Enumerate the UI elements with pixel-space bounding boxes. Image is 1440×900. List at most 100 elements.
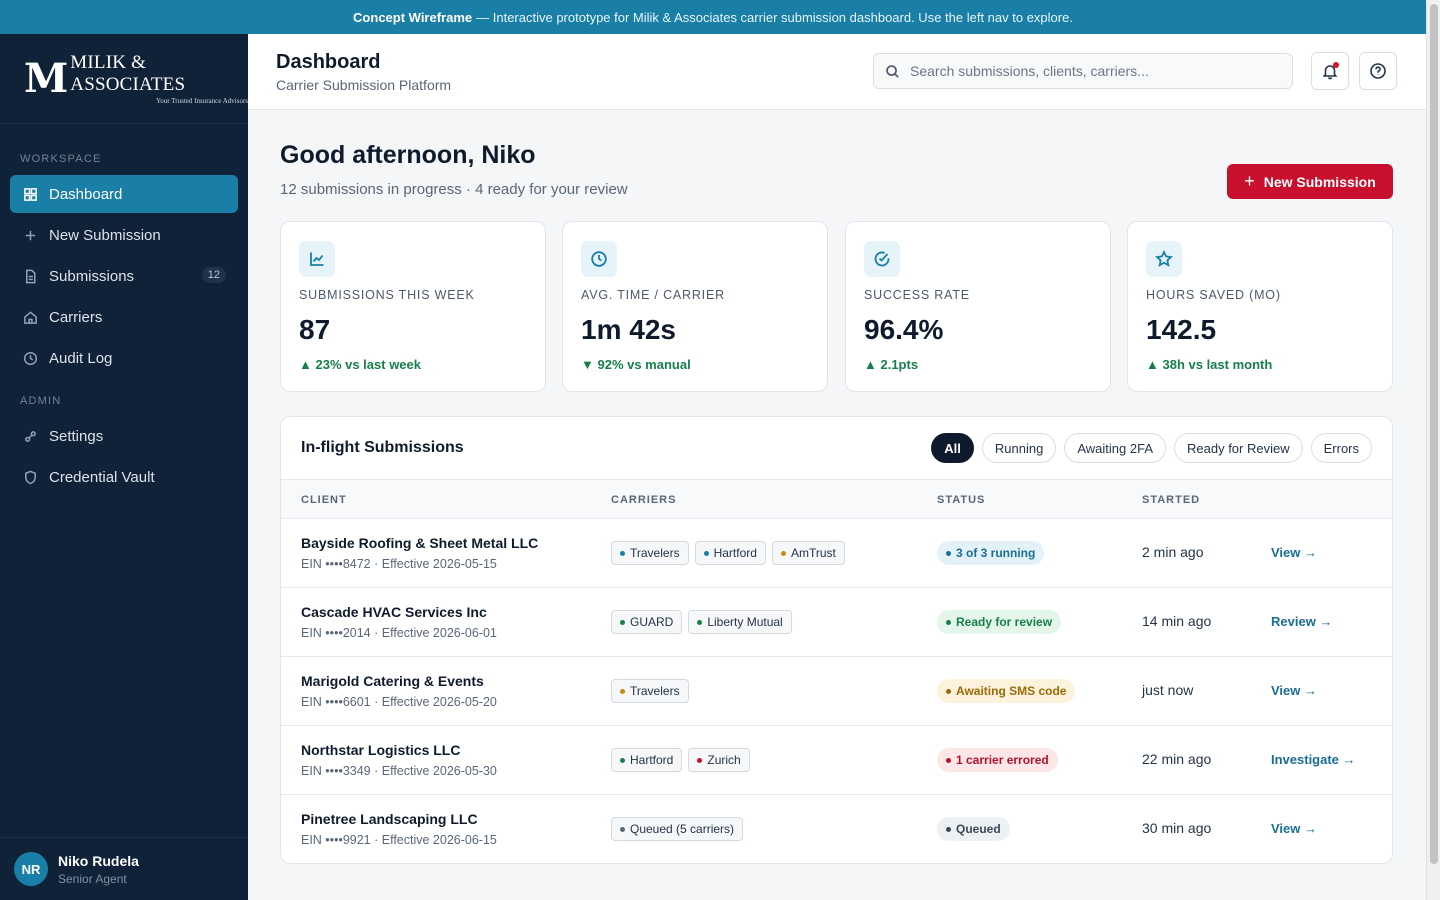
table-row[interactable]: Marigold Catering & Events EIN ••••6601 ·… bbox=[281, 657, 1392, 726]
sidebar: M MILIK & ASSOCIATES Your Trusted Insura… bbox=[0, 34, 248, 900]
row-action-link[interactable]: View → bbox=[1271, 821, 1318, 836]
notifications-button[interactable] bbox=[1311, 52, 1349, 90]
carrier-name: Hartford bbox=[713, 546, 757, 560]
status-dot bbox=[946, 826, 951, 832]
shield-icon bbox=[25, 470, 36, 484]
carrier-name: Travelers bbox=[630, 684, 680, 698]
carrier-name: GUARD bbox=[630, 615, 674, 629]
carrier-tag: Queued (5 carriers) bbox=[611, 817, 744, 841]
sidebar-item-credential-vault[interactable]: Credential Vault bbox=[10, 458, 238, 496]
top-header: Dashboard Carrier Submission Platform bbox=[248, 34, 1426, 110]
stat-label: AVG. TIME / CARRIER bbox=[581, 288, 725, 302]
carrier-tags: GUARD Liberty Mutual bbox=[611, 610, 792, 634]
stat-icon-wrap bbox=[581, 241, 617, 277]
new-submission-label: New Submission bbox=[1263, 173, 1376, 190]
scrollbar-thumb[interactable] bbox=[1430, 4, 1438, 864]
section-label-workspace: WORKSPACE bbox=[20, 153, 102, 165]
sidebar-item-label: New Submission bbox=[49, 226, 161, 244]
stat-icon-wrap bbox=[299, 241, 335, 277]
status-label: Queued bbox=[956, 822, 1001, 836]
document-icon bbox=[26, 269, 36, 283]
row-action-link[interactable]: View → bbox=[1271, 683, 1318, 698]
stat-value: 87 bbox=[299, 314, 331, 345]
section-label-admin: ADMIN bbox=[20, 395, 62, 407]
started-time: 30 min ago bbox=[1142, 820, 1212, 836]
brand-tagline: Your Trusted Insurance Advisors bbox=[155, 97, 248, 105]
table-row[interactable]: Cascade HVAC Services Inc EIN ••••2014 · … bbox=[281, 588, 1392, 657]
carrier-status-dot bbox=[620, 619, 625, 625]
avatar: NR bbox=[14, 852, 48, 886]
filter-errors[interactable]: Errors bbox=[1310, 433, 1372, 463]
stat-card-success-rate: SUCCESS RATE 96.4% ▲ 2.1pts bbox=[845, 221, 1111, 392]
carrier-tag: Liberty Mutual bbox=[688, 610, 792, 634]
sidebar-item-label: Carriers bbox=[49, 308, 103, 326]
table-header: CLIENT CARRIERS STATUS STARTED bbox=[281, 479, 1392, 519]
table-row[interactable]: Bayside Roofing & Sheet Metal LLC EIN •••… bbox=[281, 519, 1392, 588]
status-badge: Queued bbox=[937, 817, 1010, 841]
help-icon bbox=[1370, 63, 1386, 79]
greeting-heading: Good afternoon, Niko bbox=[280, 141, 536, 169]
sidebar-item-dashboard[interactable]: Dashboard bbox=[10, 175, 238, 213]
client-name: Bayside Roofing & Sheet Metal LLC bbox=[301, 535, 539, 551]
sidebar-item-new-submission[interactable]: New Submission bbox=[10, 216, 238, 254]
filter-ready-for-review[interactable]: Ready for Review bbox=[1174, 433, 1303, 463]
search-box[interactable] bbox=[873, 53, 1293, 89]
stat-delta: ▼ 92% vs manual bbox=[581, 357, 691, 372]
sidebar-item-settings[interactable]: Settings bbox=[10, 417, 238, 455]
stat-value: 142.5 bbox=[1146, 314, 1217, 345]
carrier-tag: Zurich bbox=[688, 748, 750, 772]
stat-card-submissions-week: SUBMISSIONS THIS WEEK 87 ▲ 23% vs last w… bbox=[280, 221, 546, 392]
status-filters: All Running Awaiting 2FA Ready for Revie… bbox=[931, 433, 1372, 463]
carrier-tag: GUARD bbox=[611, 610, 683, 634]
row-action-link[interactable]: View → bbox=[1271, 545, 1318, 560]
search-input[interactable] bbox=[910, 63, 1280, 79]
carrier-status-dot bbox=[780, 550, 786, 556]
banner-text: — Interactive prototype for Milik & Asso… bbox=[476, 9, 1073, 25]
table-row[interactable]: Pinetree Landscaping LLC EIN ••••9921 · E… bbox=[281, 795, 1392, 863]
status-dot bbox=[946, 757, 951, 763]
carrier-tag: AmTrust bbox=[771, 541, 845, 565]
new-submission-button[interactable]: + New Submission bbox=[1227, 164, 1393, 199]
sidebar-item-carriers[interactable]: Carriers bbox=[10, 298, 238, 336]
brand-logo[interactable]: M MILIK & ASSOCIATES Your Trusted Insura… bbox=[0, 34, 248, 124]
stat-delta: ▲ 2.1pts bbox=[864, 357, 919, 372]
filter-awaiting-2fa[interactable]: Awaiting 2FA bbox=[1064, 433, 1166, 463]
banner-strong: Concept Wireframe bbox=[353, 9, 473, 25]
logo-text: MILIK & ASSOCIATES Your Trusted Insuranc… bbox=[70, 52, 248, 105]
row-action-link[interactable]: Investigate → bbox=[1271, 752, 1356, 767]
row-action-link[interactable]: Review → bbox=[1271, 614, 1333, 629]
stat-card-avg-time: AVG. TIME / CARRIER 1m 42s ▼ 92% vs manu… bbox=[562, 221, 828, 392]
carrier-name: Queued (5 carriers) bbox=[630, 822, 735, 836]
carrier-status-dot bbox=[620, 688, 625, 694]
settings-icon bbox=[25, 430, 36, 442]
filter-all[interactable]: All bbox=[931, 433, 974, 463]
table-row[interactable]: Northstar Logistics LLC EIN ••••3349 · Ef… bbox=[281, 726, 1392, 795]
stat-label: SUCCESS RATE bbox=[864, 288, 970, 302]
sidebar-item-label: Credential Vault bbox=[49, 468, 155, 486]
sidebar-item-audit-log[interactable]: Audit Log bbox=[10, 339, 238, 377]
user-profile[interactable]: NR Niko Rudela Senior Agent bbox=[0, 837, 248, 900]
filter-running[interactable]: Running bbox=[981, 433, 1057, 463]
brand-name: MILIK & ASSOCIATES bbox=[70, 52, 186, 95]
user-role: Senior Agent bbox=[58, 871, 127, 886]
star-icon bbox=[1155, 250, 1173, 267]
carrier-name: Zurich bbox=[707, 753, 741, 767]
client-meta: EIN ••••3349 · Effective 2026-05-30 bbox=[301, 764, 497, 778]
sidebar-item-label: Audit Log bbox=[49, 349, 113, 367]
stat-value: 1m 42s bbox=[581, 314, 676, 345]
page-scrollbar[interactable] bbox=[1426, 0, 1440, 900]
status-label: Ready for review bbox=[956, 615, 1053, 629]
started-time: 2 min ago bbox=[1142, 544, 1204, 560]
clock-icon bbox=[591, 251, 607, 267]
sidebar-item-submissions[interactable]: Submissions 12 bbox=[10, 257, 238, 295]
status-badge: 3 of 3 running bbox=[937, 541, 1045, 565]
carrier-tag: Hartford bbox=[611, 748, 683, 772]
bell-icon bbox=[1322, 65, 1338, 80]
column-started: STARTED bbox=[1142, 494, 1201, 506]
carrier-name: AmTrust bbox=[790, 546, 836, 560]
sidebar-item-label: Submissions bbox=[49, 267, 135, 285]
stat-label: SUBMISSIONS THIS WEEK bbox=[299, 288, 475, 302]
help-button[interactable] bbox=[1359, 52, 1397, 90]
check-circle-icon bbox=[874, 251, 890, 267]
submissions-count-badge: 12 bbox=[201, 267, 226, 283]
